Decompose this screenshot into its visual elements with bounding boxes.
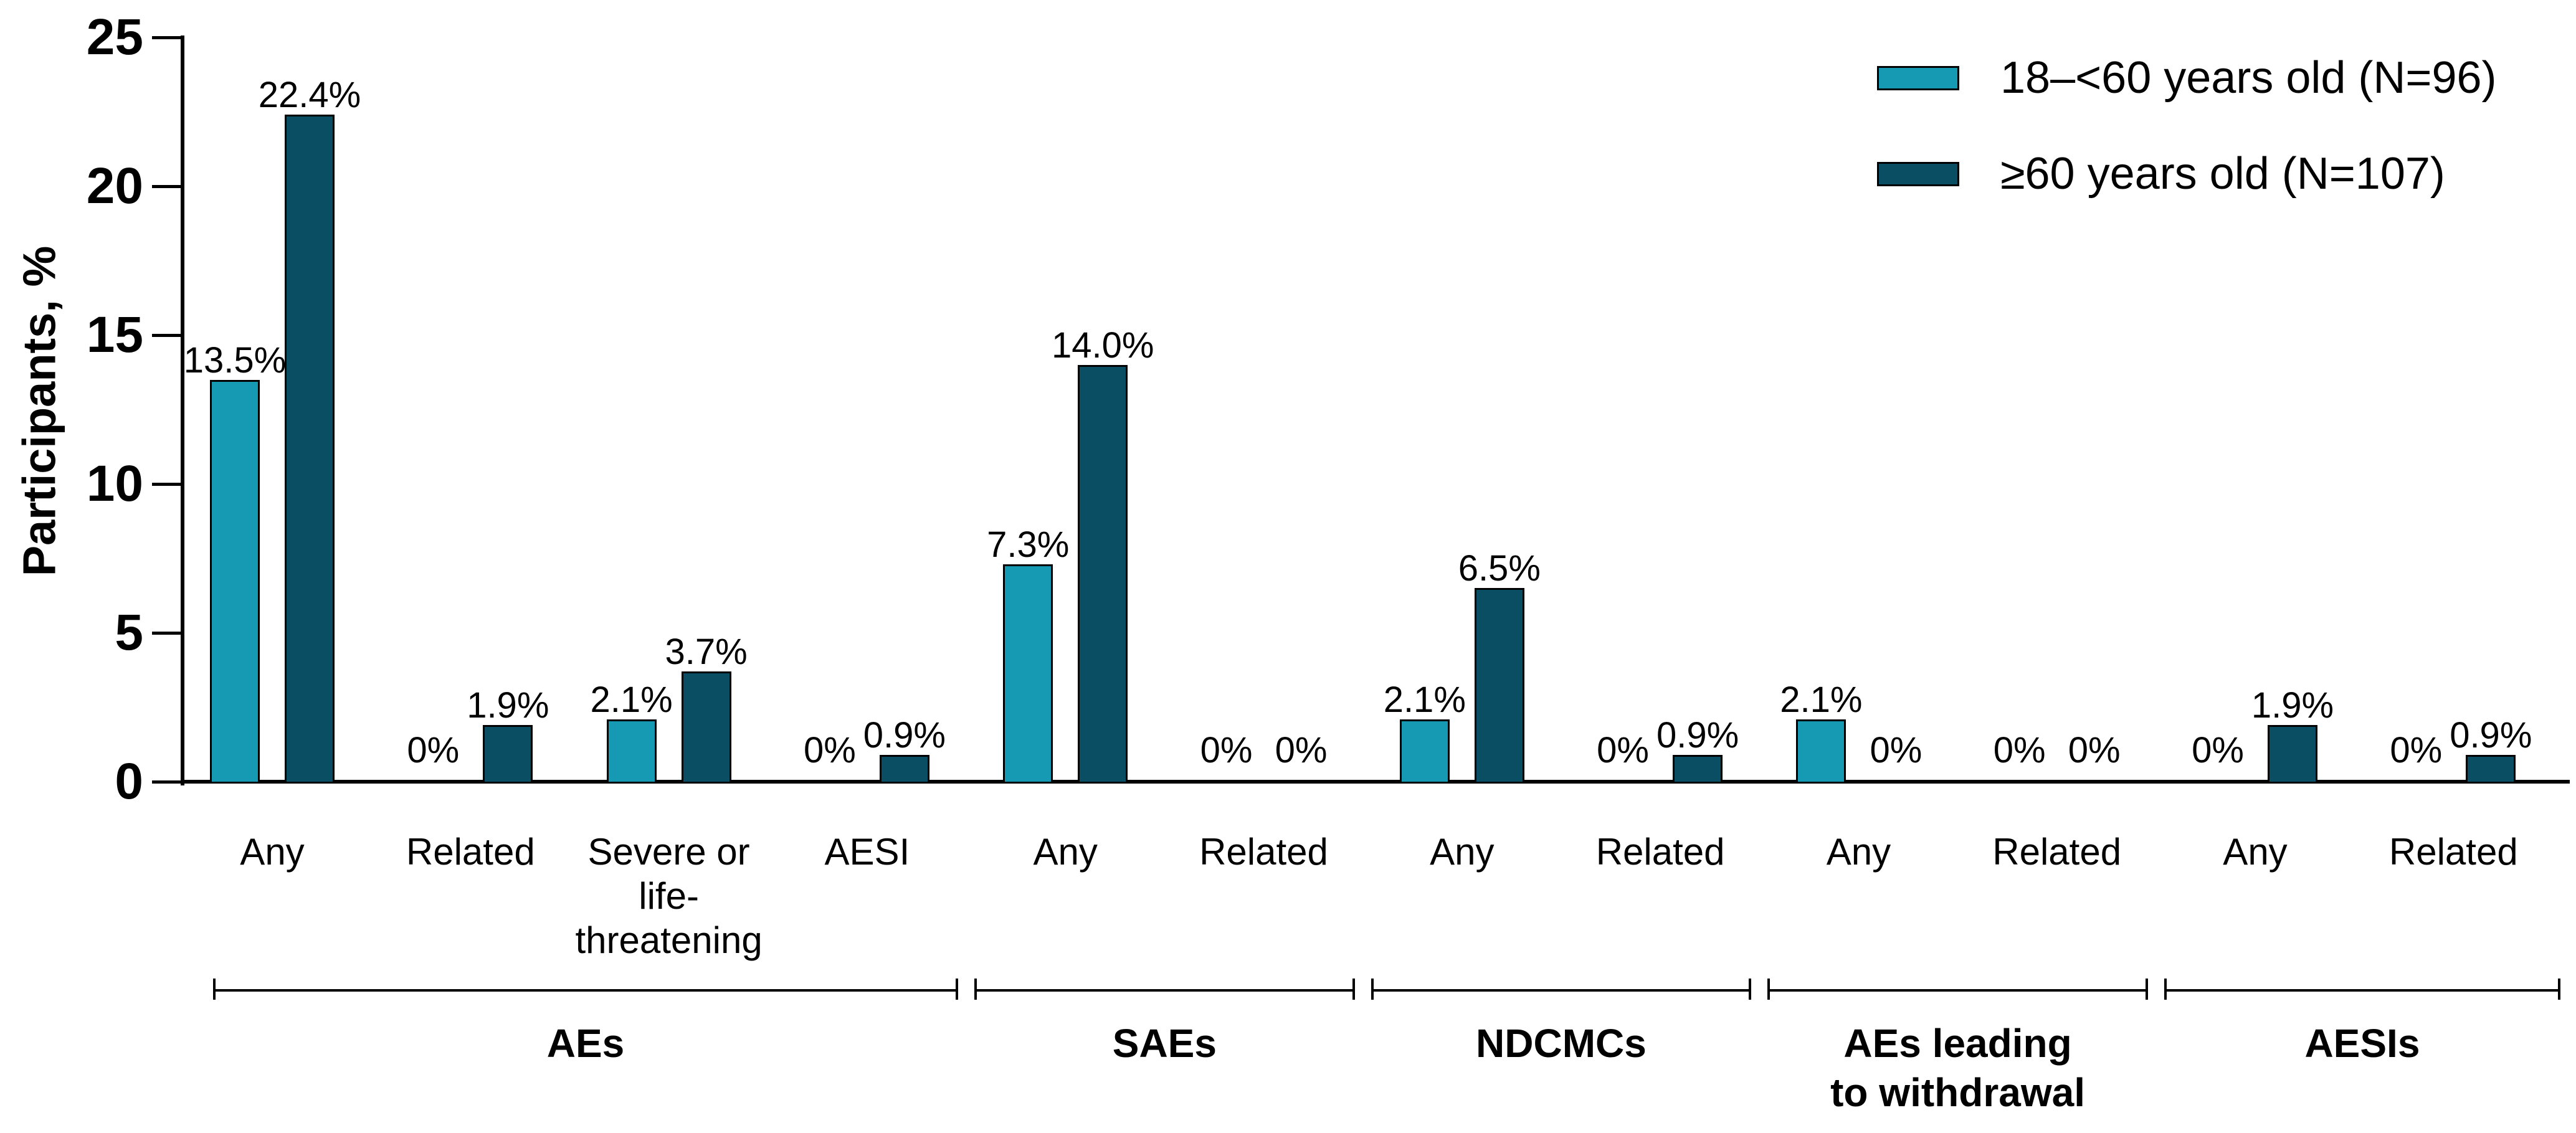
y-tick <box>152 185 181 188</box>
value-label: 13.5% <box>183 339 287 381</box>
group-bracket-end-left <box>1767 979 1770 1000</box>
value-label: 0% <box>1870 730 1922 770</box>
value-label: 0% <box>1597 730 1649 770</box>
value-label: 1.9% <box>2251 685 2334 726</box>
group-bracket-end-right <box>2145 979 2148 1000</box>
y-tick <box>152 36 181 39</box>
y-axis-line <box>181 36 184 785</box>
category-label: Any <box>1033 831 1098 873</box>
category-label: Severe or life- threatening <box>575 831 763 961</box>
legend-item-younger: 18–<60 years old (N=96) <box>1877 54 2497 102</box>
group-label: AEs <box>546 1021 625 1066</box>
value-label: 7.3% <box>987 524 1070 566</box>
group-bracket-line <box>974 989 1355 992</box>
value-label: 1.9% <box>467 685 549 726</box>
legend-swatch-older-icon <box>1877 161 1959 186</box>
category-label: Related <box>1992 831 2122 873</box>
bar <box>1003 564 1053 784</box>
legend-item-older: ≥60 years old (N=107) <box>1877 149 2497 198</box>
y-tick-label: 10 <box>86 455 143 512</box>
group-label: AESIs <box>2304 1021 2420 1066</box>
y-tick-label: 20 <box>86 158 143 214</box>
group-bracket-line <box>213 989 959 992</box>
group-label: NDCMCs <box>1476 1021 1647 1066</box>
bar <box>2466 754 2516 784</box>
legend-label-older: ≥60 years old (N=107) <box>2000 149 2445 199</box>
value-label: 3.7% <box>665 632 748 673</box>
value-label: 0.9% <box>1656 714 1739 756</box>
bar <box>681 671 731 784</box>
value-label: 22.4% <box>258 75 361 116</box>
legend: 18–<60 years old (N=96) ≥60 years old (N… <box>1877 54 2497 245</box>
category-label: Any <box>2223 831 2288 873</box>
value-label: 0% <box>2068 730 2121 770</box>
category-label: Related <box>1595 831 1725 873</box>
value-label: 6.5% <box>1458 548 1541 589</box>
bar <box>1399 719 1450 784</box>
value-label: 0.9% <box>2450 714 2532 756</box>
bar <box>2268 725 2317 784</box>
y-tick-label: 0 <box>115 753 143 810</box>
group-bracket-line <box>2164 989 2560 992</box>
y-tick-label: 25 <box>86 9 143 65</box>
group-bracket-line <box>1371 989 1752 992</box>
y-tick <box>152 632 181 635</box>
value-label: 0% <box>2390 730 2443 770</box>
bar <box>1474 588 1524 784</box>
value-label: 2.1% <box>1383 679 1466 720</box>
legend-label-younger: 18–<60 years old (N=96) <box>2000 53 2497 103</box>
category-label: Any <box>1430 831 1495 873</box>
group-label: SAEs <box>1112 1021 1217 1066</box>
value-label: 0% <box>1993 730 2046 770</box>
bar <box>879 754 929 784</box>
group-bracket-line <box>1767 989 2148 992</box>
value-label: 0% <box>1200 730 1253 770</box>
x-axis-line <box>181 780 2570 784</box>
category-label: Related <box>2388 831 2518 873</box>
value-label: 2.1% <box>590 679 673 720</box>
bar <box>210 379 260 784</box>
group-bracket-end-right <box>2558 979 2560 1000</box>
group-label: AEs leading to withdrawal <box>1830 1021 2085 1115</box>
bar <box>1078 364 1128 784</box>
group-bracket-end-right <box>1352 979 1355 1000</box>
group-bracket-end-left <box>213 979 216 1000</box>
bar <box>285 115 335 784</box>
y-tick-label: 5 <box>115 604 143 661</box>
group-bracket-end-right <box>1749 979 1752 1000</box>
bar <box>1796 719 1846 784</box>
y-tick <box>152 483 181 486</box>
category-label: Related <box>1199 831 1328 873</box>
value-label: 0% <box>1275 730 1328 770</box>
value-label: 0% <box>407 730 460 770</box>
bar <box>606 719 657 784</box>
value-label: 0% <box>803 730 856 770</box>
y-tick <box>152 334 181 337</box>
category-label: Related <box>406 831 535 873</box>
y-tick-label: 15 <box>86 306 143 363</box>
category-label: AESI <box>824 831 910 873</box>
value-label: 0% <box>2192 730 2244 770</box>
category-label: Any <box>240 831 305 873</box>
category-label: Any <box>1826 831 1891 873</box>
bar <box>1673 754 1723 784</box>
legend-swatch-younger-icon <box>1877 65 1959 90</box>
bar <box>483 725 533 784</box>
group-bracket-end-left <box>974 979 977 1000</box>
group-bracket-end-left <box>2164 979 2167 1000</box>
y-tick <box>152 780 181 784</box>
value-label: 2.1% <box>1780 679 1863 720</box>
group-bracket-end-left <box>1371 979 1374 1000</box>
value-label: 14.0% <box>1051 325 1154 366</box>
group-bracket-end-right <box>956 979 959 1000</box>
value-label: 0.9% <box>863 714 946 756</box>
